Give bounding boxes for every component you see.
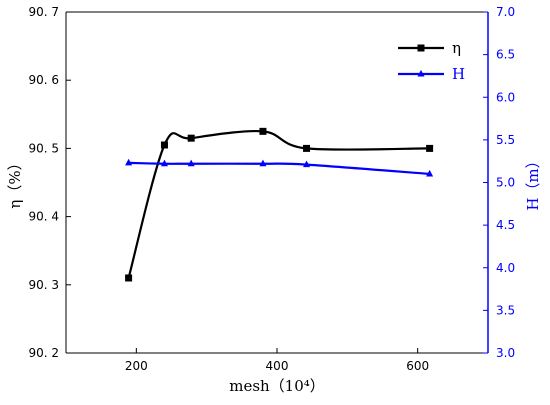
legend: ηH [398,39,465,83]
y-right-tick-label: 5.0 [496,176,515,190]
left-axis: 90. 2 90. 3 90. 4 90. 5 90. 6 90. 7 [28,5,71,360]
right-axis: 3.0 3.5 4.0 4.5 5.0 5.5 6.0 6.5 7.0 [483,5,515,360]
series-eta-point [259,127,267,135]
series-eta-point [187,134,195,142]
y-left-tick-label: 90. 2 [28,346,59,360]
y-right-tick-label: 3.0 [496,346,515,360]
series-head-line [128,161,430,176]
x-tick-label: 400 [266,359,289,373]
y-right-tick-label: 5.5 [496,133,515,147]
x-axis-label: mesh（10⁴） [229,377,325,395]
y-right-tick-label: 6.0 [496,90,515,104]
x-tick-label: 200 [125,359,148,373]
series-head-point [426,169,434,177]
y-right-tick-label: 6.5 [496,48,515,62]
y-right-tick-label: 4.0 [496,261,515,275]
series-head-point [303,160,311,168]
y-left-tick-label: 90. 3 [28,278,59,292]
legend-eta-label: η [452,39,461,57]
legend-head-label: H [452,65,465,83]
legend-head-marker [417,69,425,77]
series-head-point [125,158,133,166]
plot-frame [65,11,489,354]
y-right-tick-label: 4.5 [496,218,515,232]
series-layer [125,127,434,282]
series-eta-point [160,141,168,149]
series-eta-point [426,144,434,152]
series-head-point [160,159,168,167]
series-eta-line [127,129,430,279]
x-axis: 200 400 600 [125,348,429,373]
legend-eta-marker [417,44,425,52]
x-tick-label: 600 [406,359,429,373]
series-eta-point [303,144,311,152]
series-head-point [259,159,267,167]
y-left-tick-label: 90. 5 [28,141,59,155]
y-axis-left-label: η（%） [6,155,24,208]
y-right-tick-label: 7.0 [496,5,515,19]
series-eta-point [125,274,133,282]
series-head-point [187,159,195,167]
y-axis-right-label: H（m） [524,153,542,210]
y-right-tick-label: 3.5 [496,303,515,317]
y-left-tick-label: 90. 7 [28,5,59,19]
y-left-tick-label: 90. 4 [28,210,59,224]
y-left-tick-label: 90. 6 [28,73,59,87]
